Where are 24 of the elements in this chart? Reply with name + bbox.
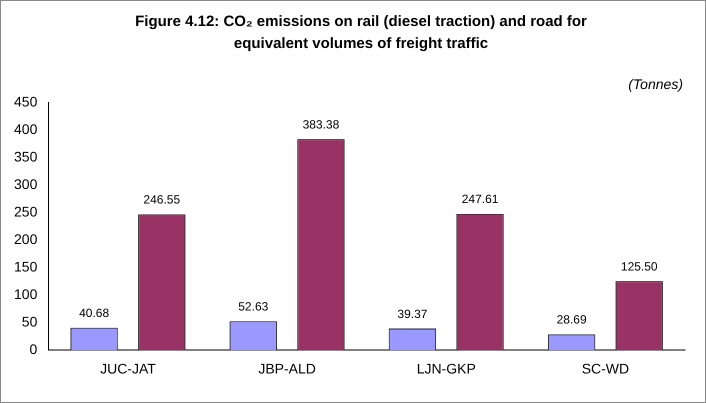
y-tick-label: 350: [14, 148, 38, 164]
x-tick-label: JBP-ALD: [258, 360, 316, 376]
y-tick-label: 400: [14, 120, 38, 137]
data-label: 383.38: [302, 117, 340, 132]
y-tick-label: 450: [14, 93, 38, 110]
data-label: 246.55: [143, 192, 180, 207]
y-tick-label: 200: [14, 230, 38, 247]
y-tick-label: 100: [14, 286, 38, 302]
data-label: 247.61: [462, 192, 499, 206]
chart-title: Figure 4.12: CO₂ emissions on rail (diesel traction) and road for equivalent volumes of freight traffic: [134, 12, 588, 54]
data-label: 28.69: [556, 312, 587, 327]
data-label: 125.50: [620, 259, 658, 274]
x-tick-label: SC-WD: [582, 360, 630, 376]
text: (Tonnes): [628, 76, 683, 92]
y-tick-label: 250: [14, 203, 38, 220]
data-label: 39.37: [397, 306, 428, 321]
data-label: 40.68: [79, 306, 110, 320]
x-tick-label: LJN-GKP: [416, 360, 476, 376]
y-tick-label: 50: [22, 314, 38, 330]
y-tick-label: 150: [14, 258, 38, 274]
data-label: 52.63: [238, 300, 269, 314]
y-tick-label: 300: [14, 176, 38, 192]
y-tick-label: 0: [30, 341, 38, 358]
x-tick-label: JUC-JAT: [100, 360, 156, 376]
